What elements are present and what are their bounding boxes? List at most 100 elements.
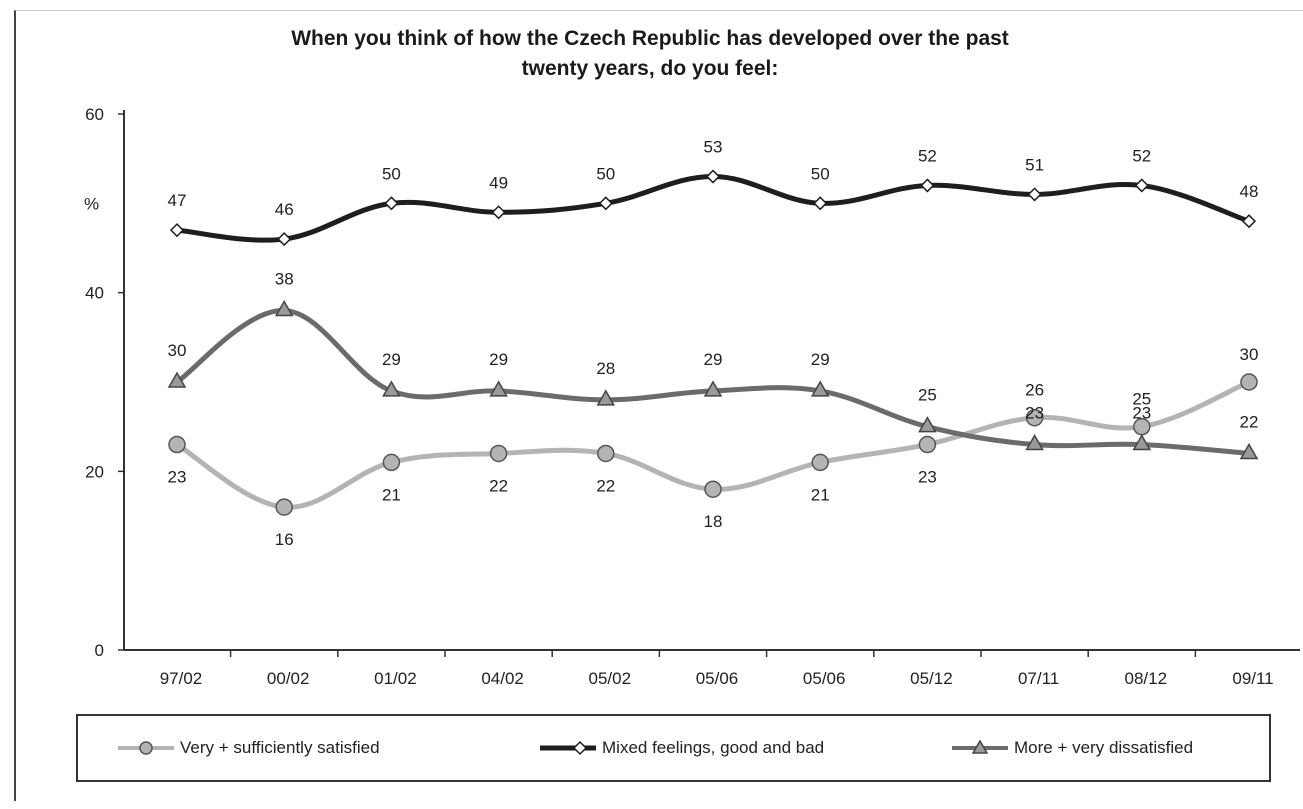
- y-tick-label: 0: [95, 641, 104, 660]
- data-label-dissatisfied: 25: [918, 386, 937, 405]
- data-label-satisfied: 21: [382, 485, 401, 504]
- data-point-mixed: [491, 205, 506, 220]
- data-point-satisfied: [489, 444, 508, 463]
- data-point-mixed: [705, 169, 721, 184]
- data-point-dissatisfied: [382, 380, 401, 397]
- data-point-mixed: [813, 196, 828, 211]
- data-point-mixed: [920, 178, 935, 193]
- y-axis-label: %: [84, 194, 99, 213]
- data-label-satisfied: 23: [168, 468, 187, 487]
- data-label-dissatisfied: 30: [168, 341, 187, 360]
- data-label-mixed: 50: [811, 164, 830, 183]
- legend-label-satisfied: Very + sufficiently satisfied: [180, 738, 380, 757]
- data-point-dissatisfied: [918, 416, 937, 433]
- data-point-dissatisfied: [167, 371, 187, 388]
- legend-swatch-triangle-icon: [952, 739, 1008, 754]
- data-point-satisfied: [811, 453, 829, 472]
- chart-title-line-1: When you think of how the Czech Republic…: [291, 27, 1009, 50]
- legend: Very + sufficiently satisfied Mixed feel…: [76, 714, 1271, 782]
- data-label-mixed: 52: [918, 146, 937, 165]
- data-point-satisfied: [382, 453, 401, 472]
- data-labels-layer: 23 16 21 22 22 18 21 23 26 25 30 47 46 50 49 50 53 50 52 51…: [168, 138, 1259, 550]
- data-label-mixed: 51: [1025, 155, 1044, 174]
- x-tick-label: 04/02: [481, 669, 524, 688]
- data-label-dissatisfied: 29: [811, 350, 830, 369]
- data-label-dissatisfied: 23: [1025, 404, 1044, 423]
- data-label-dissatisfied: 29: [489, 350, 508, 369]
- x-tick-label: 01/02: [374, 669, 417, 688]
- legend-item-mixed: Mixed feelings, good and bad: [538, 716, 824, 780]
- y-tick-label: 60: [85, 105, 104, 124]
- data-label-satisfied: 23: [918, 468, 937, 487]
- x-tick-label: 09/11: [1232, 669, 1273, 688]
- series-layer: [167, 169, 1259, 516]
- x-tick-label: 08/12: [1125, 669, 1168, 688]
- data-point-mixed: [1134, 178, 1149, 193]
- x-tick-label: 07/11: [1018, 669, 1059, 688]
- data-label-satisfied: 30: [1240, 345, 1259, 364]
- data-label-mixed: 50: [382, 164, 401, 183]
- data-point-mixed: [384, 196, 399, 211]
- legend-item-dissatisfied: More + very dissatisfied: [950, 716, 1193, 780]
- data-label-satisfied: 18: [704, 512, 723, 531]
- data-label-dissatisfied: 22: [1240, 412, 1259, 431]
- data-point-satisfied: [168, 435, 186, 454]
- legend-swatch-diamond-icon: [540, 740, 596, 756]
- data-point-dissatisfied: [810, 380, 830, 397]
- x-tick-label: 05/02: [589, 669, 632, 688]
- x-tick-label: 05/06: [803, 669, 846, 688]
- data-label-dissatisfied: 38: [275, 270, 294, 289]
- x-tick-label: 05/06: [696, 669, 739, 688]
- data-label-satisfied: 22: [596, 476, 615, 495]
- data-label-mixed: 49: [489, 173, 508, 192]
- data-label-mixed: 50: [596, 164, 615, 183]
- series-dissatisfied: [167, 300, 1259, 460]
- data-point-dissatisfied: [1132, 434, 1152, 451]
- series-line-mixed: [174, 174, 1252, 243]
- data-point-satisfied: [275, 498, 293, 516]
- data-point-satisfied: [597, 444, 615, 463]
- data-label-dissatisfied: 23: [1132, 404, 1151, 423]
- chart-title-line-2: twenty years, do you feel:: [521, 57, 779, 80]
- series-mixed: [169, 169, 1257, 247]
- data-point-satisfied: [1025, 408, 1044, 427]
- data-label-dissatisfied: 28: [596, 359, 615, 378]
- data-label-mixed: 46: [275, 200, 294, 219]
- data-point-dissatisfied: [596, 389, 616, 406]
- y-tick-label: 40: [85, 284, 104, 303]
- data-label-satisfied: 21: [811, 485, 830, 504]
- chart-title: When you think of how the Czech Republic…: [150, 24, 1150, 84]
- data-point-dissatisfied: [489, 380, 508, 397]
- data-label-satisfied: 25: [1132, 390, 1151, 409]
- data-point-mixed: [169, 223, 185, 238]
- y-tick-label: 20: [85, 462, 104, 481]
- data-point-satisfied: [704, 480, 722, 498]
- data-point-mixed: [1241, 214, 1257, 229]
- data-label-dissatisfied: 29: [704, 350, 723, 369]
- data-point-dissatisfied: [1025, 434, 1044, 451]
- data-point-dissatisfied: [274, 300, 294, 317]
- legend-label-dissatisfied: More + very dissatisfied: [1014, 738, 1194, 757]
- x-tick-label: 00/02: [267, 669, 310, 688]
- data-label-satisfied: 26: [1025, 381, 1044, 400]
- data-label-dissatisfied: 29: [382, 350, 401, 369]
- data-point-mixed: [1027, 187, 1042, 202]
- data-point-dissatisfied: [1239, 442, 1259, 460]
- chart-frame: [14, 10, 1303, 801]
- legend-item-satisfied: Very + sufficiently satisfied: [116, 716, 380, 780]
- data-point-mixed: [598, 196, 613, 211]
- data-label-mixed: 53: [704, 138, 723, 157]
- data-label-mixed: 48: [1240, 182, 1259, 201]
- legend-label-mixed: Mixed feelings, good and bad: [602, 738, 825, 757]
- data-label-mixed: 47: [168, 191, 187, 210]
- data-label-satisfied: 16: [275, 530, 294, 549]
- x-tick-label: 97/02: [160, 669, 203, 688]
- data-point-dissatisfied: [703, 380, 723, 397]
- data-point-mixed: [277, 232, 292, 247]
- data-point-satisfied: [1240, 373, 1258, 391]
- x-tick-label: 05/12: [910, 669, 953, 688]
- axes: 0 20 40 60% 97/02 00/02 01/02 04/02 05/02 05/06 05…: [84, 105, 1300, 688]
- data-label-satisfied: 22: [489, 476, 508, 495]
- line-chart: 0 20 40 60% 97/02 00/02 01/02 04/02 05/02 05/06 05…: [84, 105, 1300, 688]
- legend-swatch-circle-icon: [118, 741, 174, 755]
